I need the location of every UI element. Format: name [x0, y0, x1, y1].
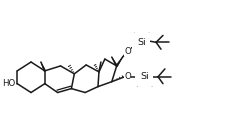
Polygon shape	[41, 62, 46, 71]
Text: HO: HO	[2, 79, 15, 88]
Polygon shape	[112, 57, 117, 66]
Text: O: O	[124, 72, 131, 81]
Text: Si: Si	[137, 38, 146, 47]
Text: Si: Si	[140, 72, 148, 81]
Text: O: O	[124, 47, 131, 56]
Polygon shape	[116, 57, 123, 67]
